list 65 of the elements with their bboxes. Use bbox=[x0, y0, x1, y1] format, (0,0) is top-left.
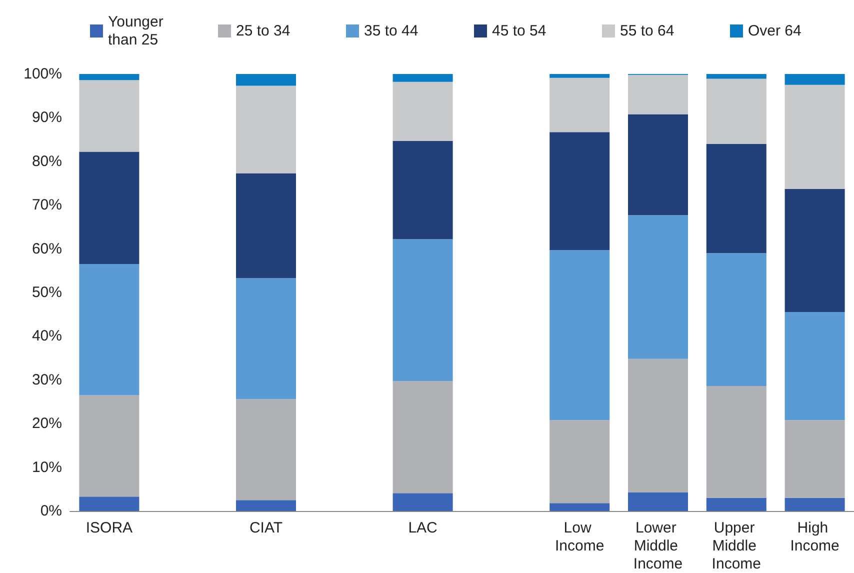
bar bbox=[628, 114, 688, 216]
x-tick-label: ISORA bbox=[86, 520, 133, 536]
bar bbox=[706, 498, 766, 511]
bar bbox=[784, 312, 845, 420]
bar bbox=[706, 386, 766, 498]
bar bbox=[550, 74, 610, 78]
bar bbox=[392, 74, 453, 82]
bar bbox=[784, 84, 845, 189]
y-tick-label: 50% bbox=[32, 284, 62, 301]
legend-label: Over 64 bbox=[748, 22, 802, 40]
bar bbox=[79, 395, 140, 497]
bar bbox=[550, 503, 610, 511]
bar bbox=[784, 420, 845, 498]
bar bbox=[550, 250, 610, 420]
bar bbox=[236, 86, 296, 174]
y-tick-label: 20% bbox=[32, 415, 62, 432]
legend-label: Younger than 25 bbox=[108, 14, 168, 48]
bar bbox=[550, 132, 610, 250]
bar bbox=[706, 144, 766, 254]
x-tick-label: CIAT bbox=[249, 520, 283, 536]
legend-label: 55 to 64 bbox=[620, 22, 674, 40]
y-tick-label: 80% bbox=[32, 152, 62, 170]
y-tick-label: 40% bbox=[32, 328, 62, 345]
bar bbox=[236, 173, 296, 278]
bar bbox=[392, 140, 453, 240]
bar bbox=[236, 399, 296, 500]
y-tick-label: 100% bbox=[24, 66, 62, 82]
bar bbox=[392, 82, 453, 141]
bar bbox=[236, 74, 296, 86]
bar bbox=[79, 264, 140, 396]
bar bbox=[550, 420, 610, 504]
bar bbox=[236, 500, 296, 511]
bar bbox=[236, 278, 296, 400]
bar bbox=[79, 74, 140, 80]
y-tick-label: 70% bbox=[32, 196, 62, 214]
bar bbox=[784, 498, 845, 511]
x-tick-label: LAC bbox=[408, 520, 438, 536]
y-tick-label: 0% bbox=[40, 502, 62, 520]
x-tick-label: Low Income bbox=[555, 520, 604, 554]
bar bbox=[628, 74, 688, 114]
bar bbox=[79, 496, 140, 511]
bar bbox=[79, 80, 140, 152]
bar bbox=[706, 253, 766, 386]
bar bbox=[784, 188, 845, 312]
bar bbox=[79, 152, 140, 264]
bar bbox=[706, 78, 766, 144]
x-tick-label: Lower Middle Income bbox=[633, 520, 683, 572]
bar bbox=[392, 381, 453, 494]
x-tick-label: Upper Middle Income bbox=[712, 520, 761, 572]
bar bbox=[784, 74, 845, 85]
bar bbox=[706, 74, 766, 79]
y-tick-label: 60% bbox=[32, 240, 62, 258]
bar bbox=[550, 78, 610, 132]
bar bbox=[392, 239, 453, 382]
bar bbox=[628, 492, 688, 511]
legend-label: 25 to 34 bbox=[236, 22, 290, 40]
bar bbox=[628, 358, 688, 492]
y-tick-label: 30% bbox=[32, 371, 62, 388]
bar bbox=[392, 493, 453, 511]
legend-label: 45 to 54 bbox=[492, 22, 546, 40]
y-tick-label: 90% bbox=[32, 109, 62, 126]
x-tick-label: High Income bbox=[790, 520, 840, 554]
y-tick-label: 10% bbox=[32, 458, 62, 476]
legend-label: 35 to 44 bbox=[364, 22, 418, 40]
bar bbox=[628, 215, 688, 359]
